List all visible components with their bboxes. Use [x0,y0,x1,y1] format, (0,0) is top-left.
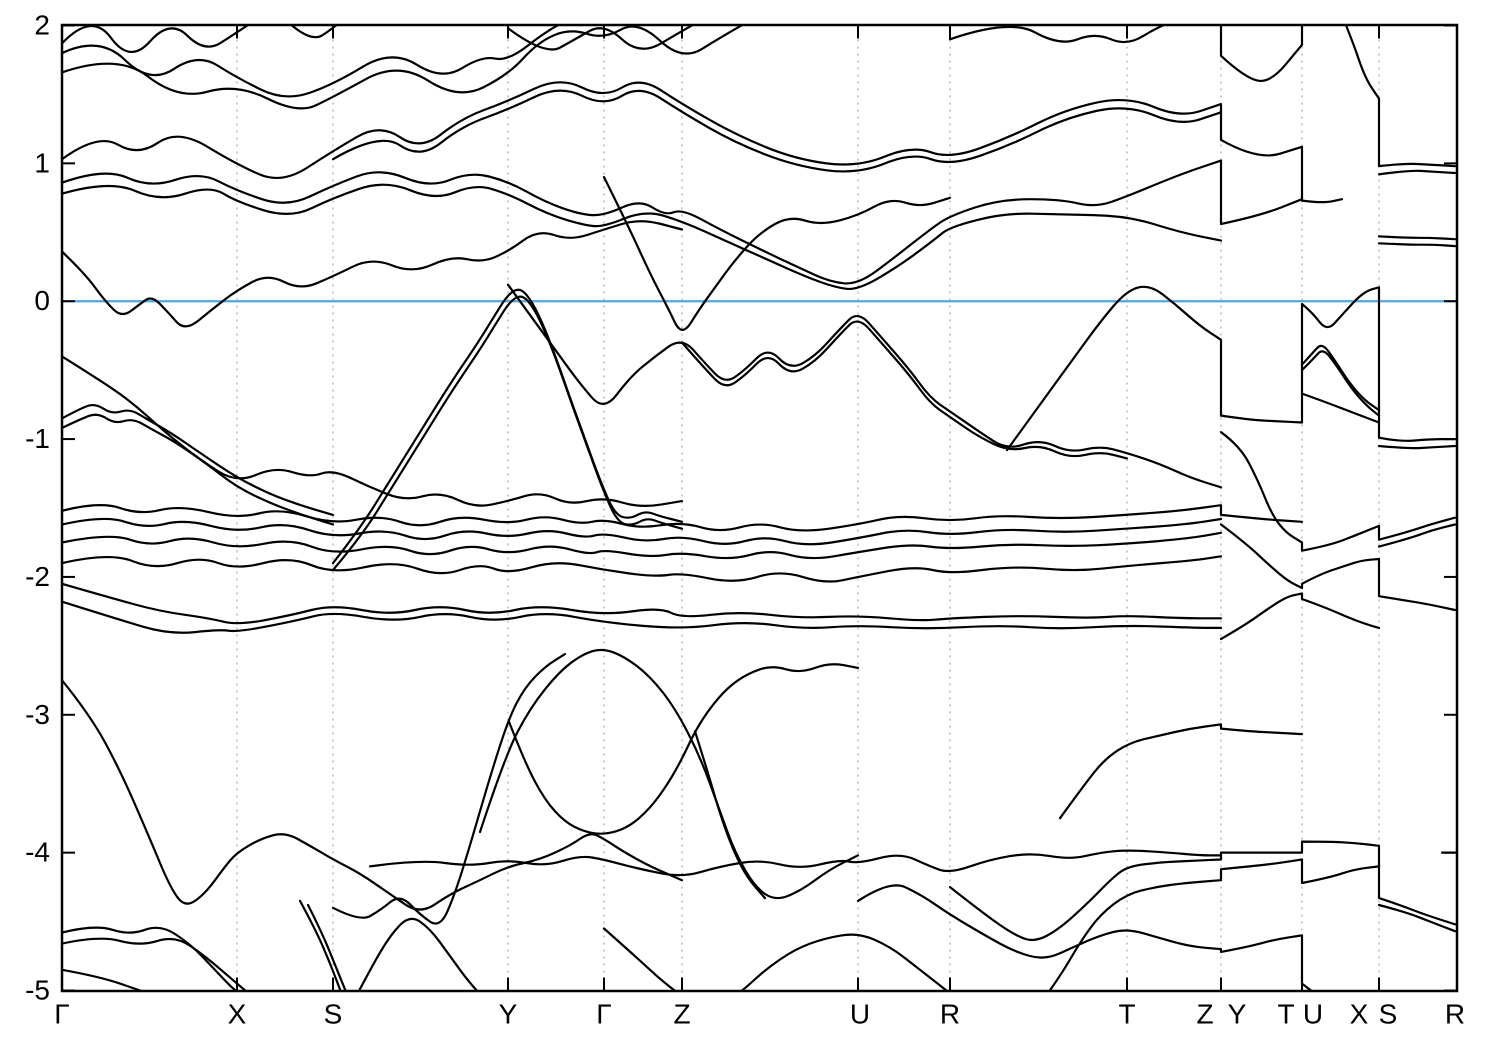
band-24 [1300,392,1381,424]
band-16 [506,283,1223,489]
band-41 [507,663,860,835]
band-39 [478,648,860,900]
band-05 [948,25,1304,83]
band-53 [602,927,949,991]
band-38 [62,679,684,911]
kpoint-label: R [1445,999,1465,1030]
kpoint-label: X [228,999,247,1030]
band-07 [1377,169,1457,176]
band-37 [62,355,684,507]
band-55 [1058,723,1304,820]
band-18 [331,288,684,565]
band-29 [62,504,1304,532]
energy-label: 2 [34,10,50,41]
band-28 [1219,592,1381,641]
band-42 [693,730,767,900]
band-08 [1377,235,1457,241]
band-14 [62,220,684,328]
kpoint-label: Γ [54,999,69,1030]
band-03 [62,25,834,110]
kpoint-label: U [850,999,870,1030]
kpoint-label: Z [673,999,690,1030]
band-48 [62,968,145,991]
kpoint-label: Y [1228,999,1247,1030]
band-36 [62,413,335,526]
band-04 [506,25,695,51]
energy-label: -1 [25,423,50,454]
band-46 [62,937,248,991]
band-09 [1377,242,1457,248]
energy-label: 0 [34,285,50,316]
band-02 [62,25,561,98]
band-curves [62,25,1457,991]
band-20 [1005,285,1457,452]
band-54 [368,849,1223,877]
band-43 [298,899,342,991]
y-axis-energy-labels: 2 1 0 -1 -2 -3 -4 -5 [25,10,50,1006]
band-33 [62,582,1223,625]
band-26 [1377,523,1457,548]
band-35 [62,403,335,516]
kpoint-label: Z [1196,999,1213,1030]
band-17 [680,320,1129,460]
band-10 [62,81,1344,204]
energy-label: -4 [25,837,50,868]
energy-label: -5 [25,975,50,1006]
plot-border [60,23,1459,993]
kpoint-label: S [324,999,343,1030]
band-11 [331,89,1223,173]
band-30 [62,517,1223,546]
band-45 [62,926,238,991]
axis-ticks [61,24,1458,992]
band-06 [1344,25,1457,168]
band-32 [62,555,1223,583]
kpoint-label: U [1303,999,1323,1030]
band-47 [357,917,479,991]
band-34 [62,600,1223,634]
band-52 [1048,858,1381,991]
band-27 [1219,523,1457,612]
kpoint-label: S [1379,999,1398,1030]
energy-label: -3 [25,699,50,730]
band-31 [62,531,1223,560]
kpoint-label: R [940,999,960,1030]
kpoint-label: X [1350,999,1369,1030]
band-13 [62,183,1223,291]
band-51 [856,884,1314,991]
band-49 [948,840,1457,942]
band-21 [1377,444,1457,450]
kpoint-label: T [1118,999,1135,1030]
band-50 [1377,903,1457,933]
band-22 [1300,344,1381,412]
kpoint-label: Γ [596,999,611,1030]
kpoint-label: T [1277,999,1294,1030]
band-01 [62,25,339,53]
band-40 [331,653,567,925]
energy-label: 1 [34,147,50,178]
band-25 [1219,431,1457,552]
kpoint-label: Y [499,999,518,1030]
band-15 [602,176,952,331]
band-44 [306,903,347,991]
band-12 [62,159,1304,285]
band-23 [1300,350,1381,417]
energy-label: -2 [25,561,50,592]
